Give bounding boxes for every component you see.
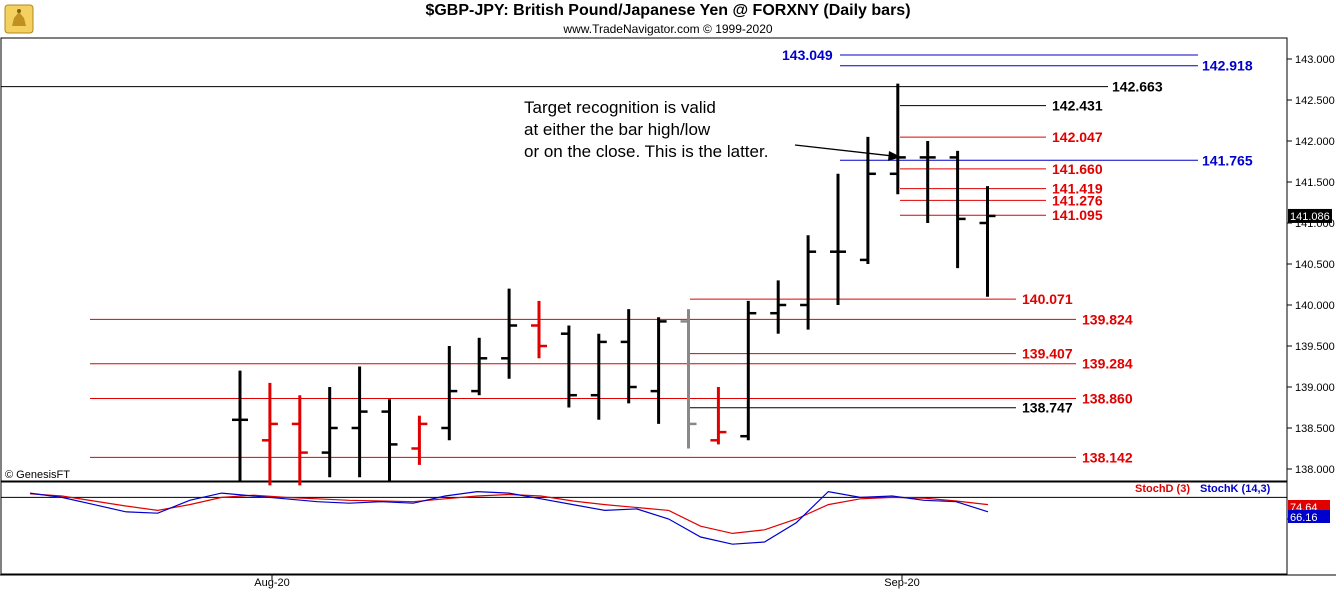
level-label: 141.660: [1052, 161, 1103, 177]
trade-navigator-logo: [4, 4, 34, 39]
chart-header: $GBP-JPY: British Pound/Japanese Yen @ F…: [0, 0, 1336, 38]
annotation-line-2: at either the bar high/low: [524, 120, 711, 139]
annotation-line-3: or on the close. This is the latter.: [524, 142, 768, 161]
stoch-series-line: [29, 490, 989, 545]
last-price-box: [1288, 208, 1332, 223]
level-label: 142.663: [1112, 79, 1163, 95]
level-label: 141.276: [1052, 192, 1103, 208]
chart-title: $GBP-JPY: British Pound/Japanese Yen @ F…: [425, 2, 911, 19]
level-label: 138.142: [1082, 449, 1133, 465]
stoch-series-line: [29, 493, 989, 535]
y-tick-label: 142.500: [1295, 95, 1335, 107]
level-label: 141.095: [1052, 207, 1103, 223]
y-tick-label: 138.000: [1295, 464, 1335, 476]
level-label: 139.407: [1022, 346, 1073, 362]
fib-levels: 143.049 142.918 142.663 142.431 142.047 141.7…: [1, 47, 1253, 465]
price-axis: 138.000 138.500 139.000 139.500 140.000 140.5…: [1287, 54, 1335, 476]
level-label: 142.918: [1202, 58, 1253, 74]
level-label: 138.860: [1082, 390, 1133, 406]
y-tick-label: 143.000: [1295, 54, 1335, 66]
y-tick-label: 139.500: [1295, 341, 1335, 353]
stoch-pane-frame: [0, 481, 1288, 575]
level-label: 141.419: [1052, 181, 1103, 197]
level-label: 142.047: [1052, 129, 1103, 145]
stoch-last-box: [1288, 500, 1330, 513]
ohlc-bars: [232, 83, 996, 486]
y-tick-label: 142.000: [1295, 136, 1335, 148]
y-tick-label: 139.000: [1295, 382, 1335, 394]
level-label: 142.431: [1052, 98, 1103, 114]
level-label: 143.049: [782, 47, 833, 63]
y-tick-label: 141.500: [1295, 177, 1335, 189]
y-tick-label: 140.500: [1295, 259, 1335, 271]
stoch-legend-label: StochD (3): [1135, 483, 1190, 495]
annotation-arrowhead: [888, 151, 901, 161]
x-tick-label: Sep-20: [884, 577, 919, 589]
level-label: 141.765: [1202, 152, 1253, 168]
x-tick-label: Aug-20: [254, 577, 289, 589]
annotation-arrow: [794, 144, 894, 157]
y-tick-label: 138.500: [1295, 423, 1335, 435]
date-axis: Aug-20 Sep-20: [254, 575, 920, 589]
chart-subtitle: www.TradeNavigator.com © 1999-2020: [563, 22, 773, 36]
stoch-last-box: [1288, 510, 1330, 523]
copyright-label: © GenesisFT: [5, 469, 70, 481]
y-tick-label: 140.000: [1295, 300, 1335, 312]
level-label: 138.747: [1022, 400, 1073, 416]
level-label: 139.824: [1082, 311, 1133, 327]
annotation-line-1: Target recognition is valid: [524, 98, 716, 117]
stoch-legend-label: StochK (14,3): [1200, 483, 1271, 495]
level-label: 139.284: [1082, 356, 1133, 372]
level-label: 140.071: [1022, 291, 1073, 307]
last-price-label: 141.086: [1290, 211, 1330, 223]
stoch-last-label: 66.16: [1290, 512, 1318, 524]
